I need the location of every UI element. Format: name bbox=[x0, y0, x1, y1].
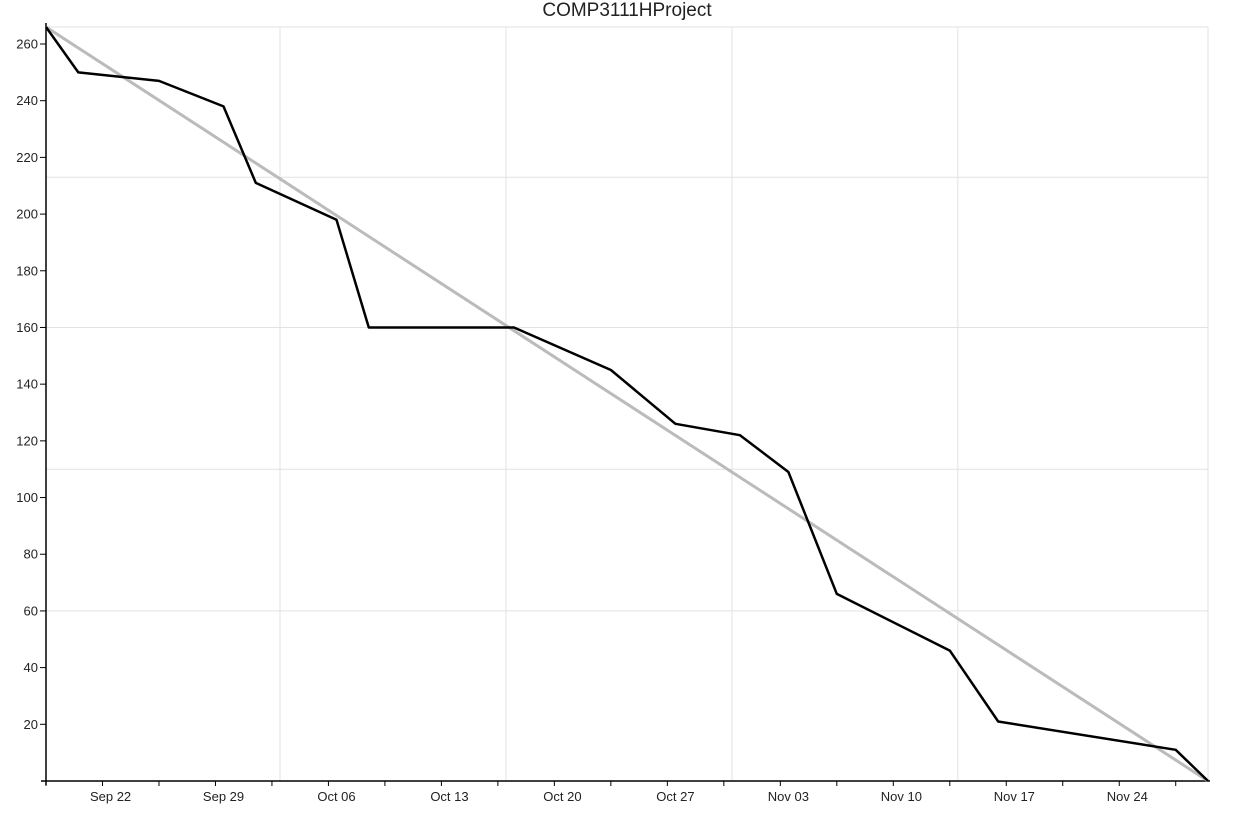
y-tick-label: 140 bbox=[16, 377, 38, 392]
x-tick-label: Nov 10 bbox=[881, 789, 922, 804]
chart-title: COMP3111HProject bbox=[542, 0, 712, 21]
y-tick-label: 120 bbox=[16, 433, 38, 448]
y-tick-label: 20 bbox=[24, 717, 38, 732]
x-tick-label: Sep 22 bbox=[90, 789, 131, 804]
x-tick-label: Oct 06 bbox=[317, 789, 355, 804]
x-tick-label: Nov 17 bbox=[994, 789, 1035, 804]
y-tick-label: 220 bbox=[16, 150, 38, 165]
x-tick-label: Oct 13 bbox=[430, 789, 468, 804]
x-tick-label: Oct 27 bbox=[656, 789, 694, 804]
y-tick-label: 80 bbox=[24, 547, 38, 562]
y-tick-label: 100 bbox=[16, 490, 38, 505]
actual-line bbox=[44, 26, 1209, 782]
x-tick-label: Oct 20 bbox=[543, 789, 581, 804]
ideal-line bbox=[45, 25, 1209, 783]
x-tick-label: Sep 29 bbox=[203, 789, 244, 804]
y-tick-label: 260 bbox=[16, 37, 38, 52]
y-tick-label: 40 bbox=[24, 660, 38, 675]
y-tick-label: 60 bbox=[24, 603, 38, 618]
y-tick-label: 160 bbox=[16, 320, 38, 335]
x-tick-label: Nov 03 bbox=[768, 789, 809, 804]
y-tick-label: 180 bbox=[16, 263, 38, 278]
x-tick-label: Nov 24 bbox=[1107, 789, 1148, 804]
y-tick-label: 200 bbox=[16, 207, 38, 222]
y-tick-label: 240 bbox=[16, 93, 38, 108]
